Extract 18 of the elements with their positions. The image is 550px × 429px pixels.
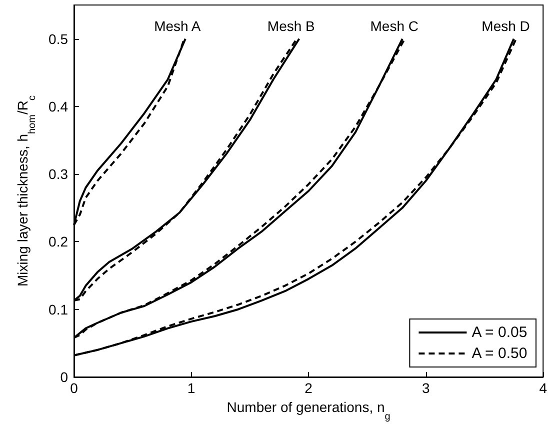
y-tick-label: 0.4 (48, 98, 68, 114)
x-tick-label: 1 (187, 380, 196, 396)
annotation: Mesh C (370, 18, 418, 34)
y-tick-label: 0 (60, 369, 68, 385)
y-tick-label: 0.3 (48, 166, 68, 182)
x-tick-label: 2 (304, 380, 313, 396)
x-tick-label: 0 (70, 380, 78, 396)
annotation: Mesh B (267, 18, 315, 34)
annotation: Mesh D (482, 18, 530, 34)
legend-label: A = 0.50 (472, 345, 528, 362)
y-axis-title: Mixing layer thickness, hhom/Rc (14, 96, 38, 286)
y-tick-label: 0.2 (48, 234, 68, 250)
y-tick-label: 0.1 (48, 301, 68, 318)
x-tick-label: 4 (539, 380, 548, 396)
y-tick-label: 0.5 (48, 30, 68, 47)
legend-label: A = 0.05 (472, 324, 528, 341)
annotation: Mesh A (154, 18, 202, 34)
x-tick-label: 3 (422, 380, 430, 396)
